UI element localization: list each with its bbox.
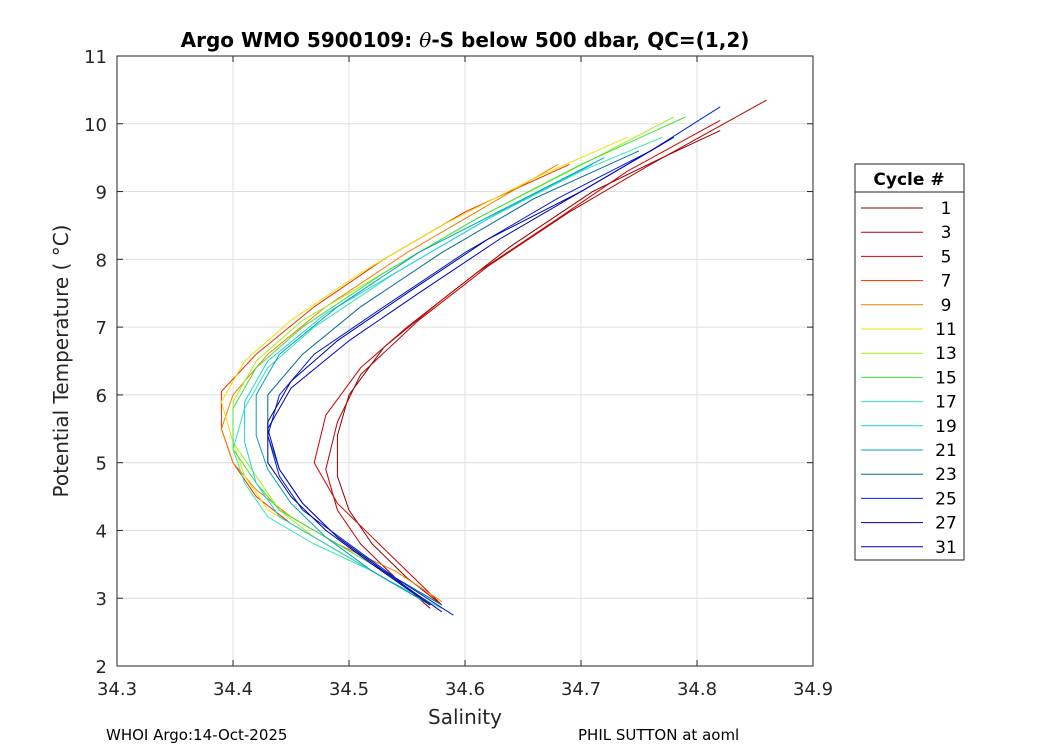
y-tick-label: 9 [96,183,107,204]
series-lines [220,99,767,616]
x-axis-label: Salinity [428,705,502,729]
series-line-cycle-25 [267,106,721,616]
y-tick-label: 3 [96,589,107,610]
series-line-cycle-21 [255,157,605,606]
legend-label-cycle-21: 21 [935,441,957,461]
legend-label-cycle-3: 3 [941,223,952,243]
x-tick-label: 34.6 [445,679,485,700]
y-tick-label: 10 [84,115,107,136]
series-line-cycle-3 [325,99,767,609]
y-tick-label: 8 [96,250,107,271]
series-line-cycle-5 [313,119,721,606]
x-tick-label: 34.8 [677,679,717,700]
axis-ticks: 34.3 34.4 34.5 34.6 34.7 34.8 34.9 2 3 4 5 6 7 8 9 10 11 [84,47,833,700]
legend-label-cycle-11: 11 [935,320,957,340]
series-line-cycle-31 [267,136,675,613]
x-tick-label: 34.3 [97,679,137,700]
legend-label-cycle-1: 1 [941,199,952,219]
legend-label-cycle-23: 23 [935,465,957,485]
legend-label-cycle-19: 19 [935,417,957,437]
legend-label-cycle-7: 7 [941,272,952,292]
footer-date: WHOI Argo:14-Oct-2025 [106,726,288,744]
series-line-cycle-27 [267,143,663,606]
y-tick-label: 2 [96,657,107,678]
y-tick-label: 7 [96,318,107,339]
series-line-cycle-19 [244,163,593,609]
legend-label-cycle-25: 25 [935,489,957,509]
x-tick-label: 34.9 [793,679,833,700]
y-tick-label: 6 [96,386,107,407]
y-axis-label: Potential Temperature ( °C) [49,225,73,498]
legend-box [854,163,965,561]
legend-label-cycle-17: 17 [935,393,957,413]
legend-label-cycle-15: 15 [935,368,957,388]
legend-title: Cycle # [873,170,944,190]
x-tick-label: 34.7 [561,679,601,700]
footer-author: PHIL SUTTON at aoml [578,726,740,744]
chart-title: Argo WMO 5900109: θ-S below 500 dbar, QC… [181,28,750,52]
y-tick-label: 4 [96,521,107,542]
y-tick-label: 11 [84,47,107,68]
x-tick-label: 34.4 [213,679,253,700]
y-tick-label: 5 [96,454,107,475]
legend-label-cycle-27: 27 [935,514,957,534]
legend-label-cycle-13: 13 [935,344,957,364]
legend-label-cycle-5: 5 [941,247,952,267]
series-line-cycle-1 [336,130,721,606]
x-tick-label: 34.5 [329,679,369,700]
legend-label-cycle-31: 31 [935,538,957,558]
legend-label-cycle-9: 9 [941,296,952,316]
